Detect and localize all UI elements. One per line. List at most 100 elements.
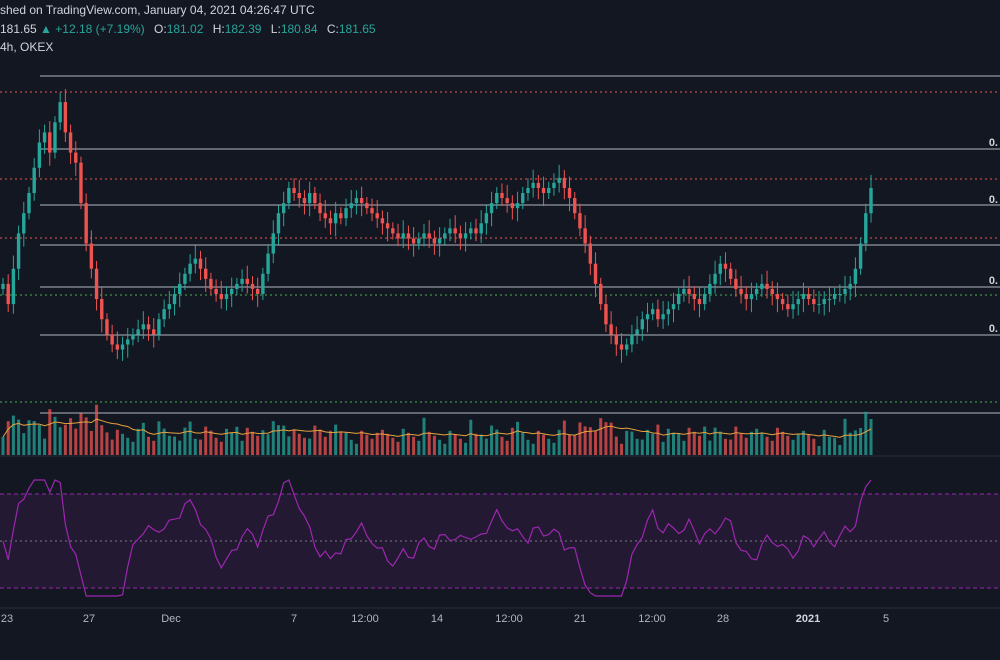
candle-body [599, 283, 603, 305]
volume-bar [479, 434, 483, 455]
candle-body [578, 213, 582, 229]
volume-bar [256, 435, 260, 455]
volume-bar [380, 429, 384, 455]
volume-bar [95, 404, 99, 455]
close-label: C: [326, 22, 339, 36]
candle-body [411, 238, 416, 244]
volume-bar [282, 425, 286, 455]
candle-body [359, 198, 364, 204]
time-axis[interactable]: 23 27 Dec 7 12:00 14 12:00 21 12:00 28 2… [0, 608, 1000, 632]
volume-bar [63, 424, 67, 455]
candle-body [521, 193, 525, 204]
volume-bar [152, 440, 156, 455]
candle-body [692, 294, 696, 300]
candle-body [567, 187, 572, 199]
volume-bar [6, 421, 10, 455]
candle-body [178, 283, 182, 294]
volume-bar [505, 440, 509, 455]
volume-bar [178, 440, 182, 455]
candle-body [126, 339, 130, 345]
x-tick-year: 2021 [795, 613, 821, 625]
volume-bar [276, 425, 280, 455]
candle-body [448, 228, 452, 234]
candle-body [141, 324, 146, 330]
candle-body [702, 294, 707, 305]
candle-body [136, 329, 140, 335]
candle-body [666, 309, 670, 315]
candle-body [432, 238, 437, 244]
volume-bar [266, 434, 270, 455]
volume-bar [848, 432, 852, 455]
candle-body [48, 132, 52, 153]
candle-body [229, 288, 234, 294]
volume-bar [552, 442, 556, 455]
volume-bar [625, 430, 629, 455]
x-tick: 5 [882, 613, 890, 625]
candle-body [276, 213, 281, 234]
candle-body [63, 102, 68, 133]
candle-body [832, 294, 837, 300]
candle-body [557, 177, 561, 183]
volume-bar [412, 436, 416, 455]
volume-bar [666, 428, 670, 455]
candle-body [53, 122, 57, 153]
candle-body [645, 314, 650, 320]
volume-bar [11, 415, 15, 455]
candle-body [193, 258, 198, 264]
volume-bar [464, 442, 468, 455]
candle-body [547, 187, 551, 193]
candle-body [79, 162, 83, 204]
candle-body [614, 334, 619, 345]
candle-body [240, 278, 244, 284]
volume-bar [718, 431, 722, 455]
candle-body [224, 294, 229, 300]
volume-bar [292, 429, 296, 455]
fib-label: 0. [988, 275, 998, 287]
volume-bar [801, 430, 805, 455]
candle-body [281, 203, 286, 214]
candle-body [489, 203, 494, 214]
chart-canvas[interactable] [0, 0, 1000, 610]
candle-body [235, 283, 239, 289]
volume-bar [110, 439, 114, 455]
candle-body [313, 193, 317, 204]
up-arrow-icon: ▲ [40, 22, 52, 36]
volume-bar [438, 439, 442, 455]
volume-bar [89, 431, 93, 455]
x-tick: Dec [161, 613, 181, 625]
candle-body [469, 228, 473, 234]
volume-bar [677, 433, 681, 455]
candle-body [32, 167, 36, 193]
x-tick: 12:00 [495, 613, 523, 625]
volume-bar [131, 441, 135, 455]
candle-body [94, 268, 99, 300]
volume-bar [708, 440, 712, 455]
volume-bar [354, 443, 358, 455]
candle-body [593, 263, 598, 284]
volume-bar [542, 434, 546, 455]
volume-bar [422, 417, 426, 455]
volume-bar [583, 426, 587, 455]
volume-bar [235, 426, 239, 455]
candle-body [505, 198, 509, 204]
published-text: shed on TradingView.com, January 04, 202… [0, 3, 315, 17]
volume-bar [458, 438, 462, 455]
volume-bar [495, 429, 499, 455]
candle-body [183, 273, 187, 284]
candle-body [204, 268, 208, 279]
volume-bar [687, 427, 691, 455]
volume-bar [74, 428, 78, 455]
volume-bar [334, 424, 338, 455]
volume-bar [521, 432, 525, 455]
candle-body [266, 253, 270, 274]
candle-body [718, 263, 722, 274]
candle-body [739, 288, 743, 294]
candle-body [619, 344, 624, 350]
candle-body [458, 233, 463, 239]
volume-bar [173, 436, 177, 455]
x-tick: 12:00 [638, 613, 666, 625]
volume-ma-line [2, 418, 872, 438]
volume-bar [183, 427, 187, 455]
candle-body [27, 193, 31, 214]
candle-body [162, 309, 166, 320]
